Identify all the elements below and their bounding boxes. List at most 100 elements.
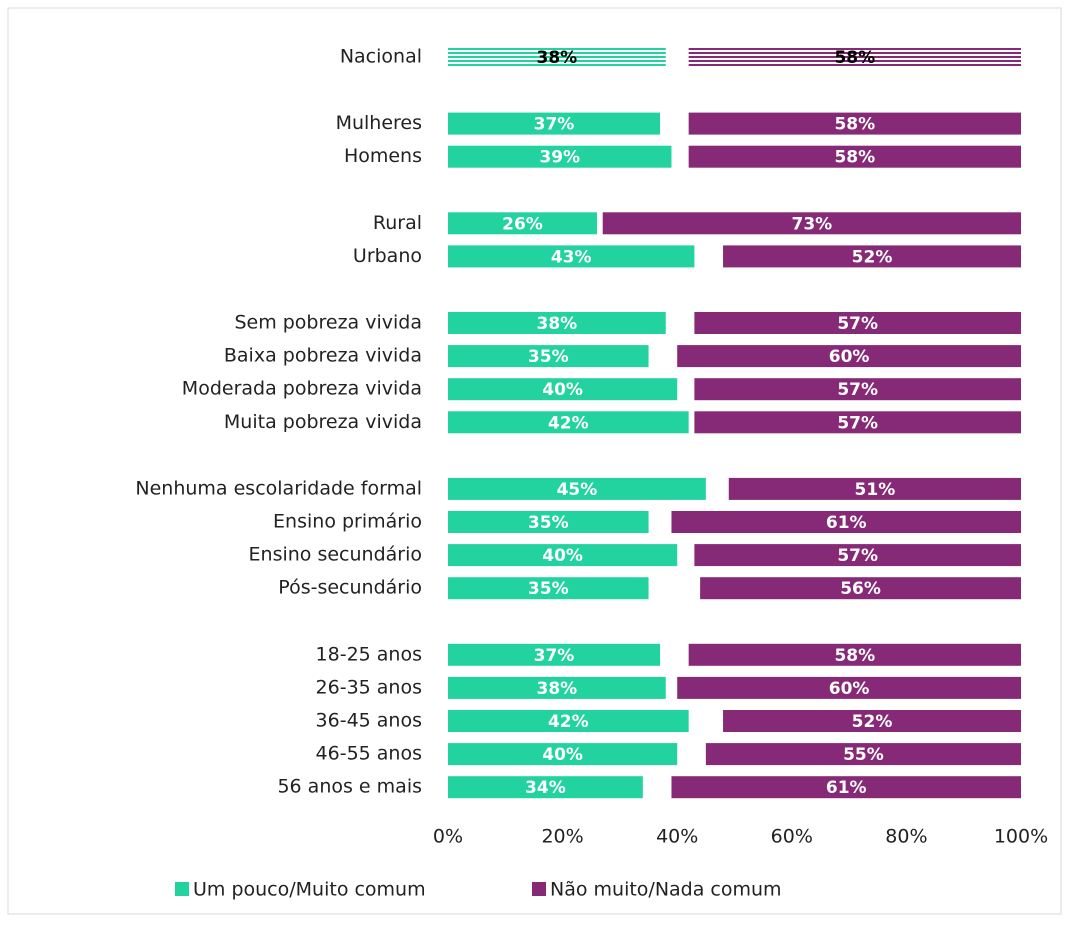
value-label: 52% (852, 712, 893, 732)
bar (671, 511, 1021, 533)
category-label: Baixa pobreza vivida (224, 345, 422, 367)
value-label: 34% (525, 778, 566, 798)
bar (448, 544, 678, 567)
value-label: 61% (826, 513, 867, 533)
value-label: 40% (542, 380, 583, 400)
bar (694, 411, 1021, 434)
bar (688, 112, 1021, 135)
value-label: 42% (548, 712, 589, 732)
category-label: Ensino secundário (249, 544, 422, 566)
value-label: 35% (528, 579, 569, 599)
category-label: Nenhuma escolaridade formal (135, 477, 422, 499)
category-label: 18-25 anos (316, 643, 422, 665)
bar (694, 544, 1021, 567)
value-label: 39% (539, 148, 580, 168)
x-tick-label: 80% (885, 826, 927, 848)
value-label: 58% (834, 48, 875, 68)
bar (448, 577, 649, 600)
value-label: 38% (537, 48, 578, 68)
value-label: 42% (548, 413, 589, 433)
category-label: Sem pobreza vivida (234, 312, 422, 334)
bar (448, 643, 661, 666)
bar (602, 212, 1021, 235)
bar (448, 245, 695, 268)
value-label: 52% (852, 247, 893, 267)
legend-swatch (532, 882, 546, 896)
x-tick-label: 40% (656, 826, 698, 848)
bar (700, 577, 1021, 600)
category-label: Muita pobreza vivida (224, 411, 422, 433)
bar (448, 112, 661, 135)
bar (448, 776, 643, 799)
value-label: 73% (792, 214, 833, 234)
bar (448, 345, 649, 368)
value-label: 60% (829, 347, 870, 367)
bar (448, 378, 678, 401)
value-label: 26% (502, 214, 543, 234)
category-label: 26-35 anos (316, 676, 422, 698)
bar (688, 46, 1021, 68)
bar (728, 477, 1021, 500)
bar (448, 477, 706, 500)
category-label: 46-55 anos (316, 743, 422, 765)
category-label: Nacional (340, 46, 422, 68)
frame (7, 7, 1062, 915)
value-label: 61% (826, 778, 867, 798)
value-label: 35% (528, 347, 569, 367)
value-label: 38% (537, 314, 578, 334)
category-label: Moderada pobreza vivida (182, 378, 422, 400)
bar (688, 145, 1021, 168)
legend-swatch (175, 882, 189, 896)
category-label: Homens (344, 145, 422, 167)
value-label: 40% (542, 546, 583, 566)
category-label: Ensino primário (273, 511, 422, 533)
value-label: 40% (542, 745, 583, 765)
value-label: 56% (840, 579, 881, 599)
bar (448, 411, 689, 434)
bar (677, 676, 1021, 699)
value-label: 57% (837, 546, 878, 566)
bar (694, 378, 1021, 401)
value-label: 57% (837, 314, 878, 334)
value-label: 58% (834, 646, 875, 666)
bar (694, 312, 1021, 334)
legend-label: Não muito/Nada comum (550, 879, 782, 901)
value-label: 57% (837, 380, 878, 400)
x-tick-label: 60% (771, 826, 813, 848)
value-label: 35% (528, 513, 569, 533)
legend-label: Um pouco/Muito comum (193, 879, 426, 901)
bar (448, 743, 678, 766)
category-label: Mulheres (336, 112, 422, 134)
category-label: Rural (373, 212, 422, 234)
category-label: Urbano (353, 245, 422, 267)
category-label: 36-45 anos (316, 710, 422, 732)
bar (671, 776, 1021, 799)
value-label: 60% (829, 679, 870, 699)
bar (448, 212, 597, 235)
bar (448, 46, 666, 68)
x-tick-label: 0% (433, 826, 463, 848)
bar (448, 676, 666, 699)
bar (448, 511, 649, 533)
value-label: 51% (855, 480, 896, 500)
x-tick-label: 20% (541, 826, 583, 848)
value-label: 55% (843, 745, 884, 765)
value-label: 43% (551, 247, 592, 267)
bar (448, 710, 689, 732)
bar (677, 345, 1021, 368)
bar (705, 743, 1021, 766)
bar (448, 145, 672, 168)
x-tick-label: 100% (994, 826, 1048, 848)
bar (723, 710, 1021, 732)
value-label: 38% (537, 679, 578, 699)
category-label: 56 anos e mais (277, 776, 422, 798)
bar (723, 245, 1021, 268)
value-label: 57% (837, 413, 878, 433)
bar (448, 312, 666, 334)
value-label: 37% (534, 646, 575, 666)
bar (688, 643, 1021, 666)
value-label: 37% (534, 115, 575, 135)
value-label: 45% (557, 480, 598, 500)
value-label: 58% (834, 148, 875, 168)
